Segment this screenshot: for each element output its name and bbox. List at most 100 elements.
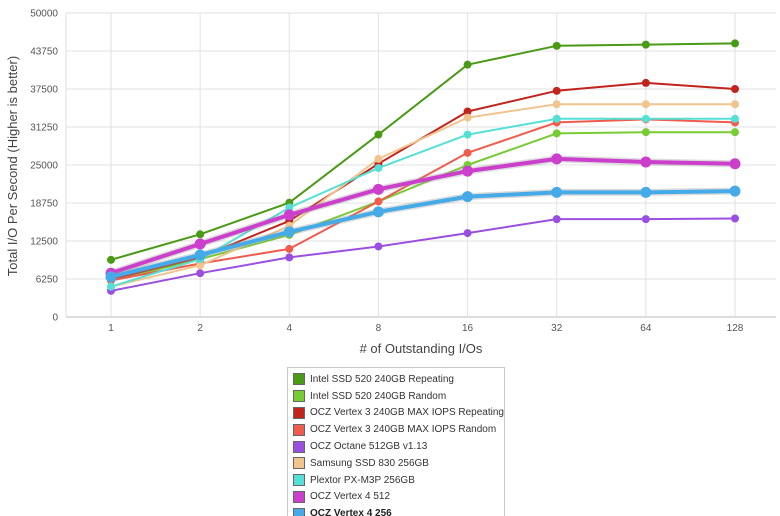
data-point[interactable] bbox=[463, 148, 472, 157]
data-point[interactable] bbox=[731, 100, 739, 109]
y-tick-label: 6250 bbox=[36, 275, 59, 286]
legend-label: Intel SSD 520 240GB Random bbox=[310, 390, 447, 402]
legend-label: OCZ Vertex 3 240GB MAX IOPS Repeating bbox=[310, 407, 504, 419]
data-point[interactable] bbox=[641, 78, 650, 87]
data-point[interactable] bbox=[731, 39, 739, 48]
series-line bbox=[110, 189, 736, 279]
x-axis-tick-labels: 1 2 4 8 16 32 64 128 bbox=[108, 323, 744, 334]
data-point[interactable] bbox=[640, 186, 652, 198]
legend-swatch bbox=[293, 507, 305, 516]
line-chart: 0 6250 12500 18750 25000 31250 37500 43750 50000… bbox=[5, 9, 776, 356]
data-point[interactable] bbox=[551, 153, 563, 165]
legend-swatch bbox=[293, 457, 305, 470]
data-point[interactable] bbox=[463, 113, 472, 122]
data-point[interactable] bbox=[285, 203, 294, 212]
legend-label: OCZ Vertex 4 512 bbox=[310, 491, 391, 503]
series-line bbox=[110, 156, 736, 276]
data-point[interactable] bbox=[374, 197, 383, 206]
data-point[interactable] bbox=[640, 156, 652, 168]
data-point[interactable] bbox=[731, 214, 739, 223]
data-point[interactable] bbox=[372, 206, 384, 218]
chart-series bbox=[105, 39, 741, 295]
series-7[interactable] bbox=[105, 153, 741, 279]
legend-swatch bbox=[293, 490, 305, 503]
data-point[interactable] bbox=[107, 255, 115, 264]
data-point[interactable] bbox=[641, 128, 650, 137]
x-tick-label: 32 bbox=[551, 323, 563, 334]
legend-item[interactable]: OCZ Vertex 4 256 bbox=[291, 505, 504, 516]
data-point[interactable] bbox=[194, 238, 206, 250]
data-point[interactable] bbox=[374, 164, 383, 173]
data-point[interactable] bbox=[641, 114, 650, 123]
series-0[interactable] bbox=[107, 39, 739, 264]
legend-item[interactable]: OCZ Vertex 4 512 bbox=[291, 489, 504, 506]
y-tick-label: 12500 bbox=[30, 237, 58, 248]
data-point[interactable] bbox=[463, 60, 472, 69]
data-point[interactable] bbox=[641, 40, 650, 49]
data-point[interactable] bbox=[641, 215, 650, 224]
series-line bbox=[110, 42, 736, 261]
data-point[interactable] bbox=[731, 128, 739, 137]
y-tick-label: 37500 bbox=[30, 85, 58, 96]
series-line bbox=[110, 131, 735, 282]
data-point[interactable] bbox=[552, 114, 561, 123]
x-tick-label: 8 bbox=[376, 323, 382, 334]
legend-label: Intel SSD 520 240GB Repeating bbox=[310, 373, 454, 385]
data-point[interactable] bbox=[552, 86, 561, 95]
legend-swatch bbox=[293, 406, 305, 419]
data-point[interactable] bbox=[196, 261, 205, 270]
legend-item[interactable]: Plextor PX-M3P 256GB bbox=[291, 472, 504, 489]
legend-swatch bbox=[293, 474, 305, 487]
y-tick-label: 18750 bbox=[30, 199, 58, 210]
legend-swatch bbox=[293, 373, 305, 386]
x-tick-label: 1 bbox=[108, 323, 114, 334]
data-point[interactable] bbox=[374, 242, 383, 251]
data-point[interactable] bbox=[285, 253, 294, 262]
legend-item[interactable]: Samsung SSD 830 256GB bbox=[291, 455, 504, 472]
legend-item[interactable]: Intel SSD 520 240GB Repeating bbox=[291, 371, 504, 388]
legend-item[interactable]: OCZ Vertex 3 240GB MAX IOPS Random bbox=[291, 421, 504, 438]
y-tick-label: 25000 bbox=[30, 161, 58, 172]
data-point[interactable] bbox=[374, 130, 383, 139]
data-point[interactable] bbox=[731, 85, 739, 93]
data-point[interactable] bbox=[105, 271, 117, 283]
series-line bbox=[110, 217, 736, 292]
data-point[interactable] bbox=[462, 165, 474, 177]
series-8[interactable] bbox=[105, 185, 741, 283]
data-point[interactable] bbox=[194, 249, 206, 261]
legend-item[interactable]: OCZ Vertex 3 240GB MAX IOPS Repeating bbox=[291, 405, 504, 422]
data-point[interactable] bbox=[552, 100, 561, 109]
x-tick-label: 16 bbox=[462, 323, 474, 334]
data-point[interactable] bbox=[283, 226, 295, 238]
data-point[interactable] bbox=[283, 209, 295, 221]
data-point[interactable] bbox=[107, 282, 115, 291]
data-point[interactable] bbox=[551, 186, 563, 198]
data-point[interactable] bbox=[463, 229, 472, 238]
data-point[interactable] bbox=[374, 154, 383, 163]
data-point[interactable] bbox=[196, 269, 205, 278]
data-point[interactable] bbox=[552, 41, 561, 50]
legend-item[interactable]: Intel SSD 520 240GB Random bbox=[291, 388, 504, 405]
data-point[interactable] bbox=[372, 183, 384, 195]
legend-swatch bbox=[293, 440, 305, 453]
y-tick-label: 43750 bbox=[30, 47, 58, 58]
data-point[interactable] bbox=[463, 107, 472, 116]
data-point[interactable] bbox=[731, 114, 739, 123]
data-point[interactable] bbox=[729, 158, 741, 170]
data-point[interactable] bbox=[285, 244, 294, 253]
legend-label: OCZ Vertex 3 240GB MAX IOPS Random bbox=[310, 424, 497, 436]
legend-item[interactable]: OCZ Octane 512GB v1.13 bbox=[291, 438, 504, 455]
chart-legend: Intel SSD 520 240GB Repeating Intel SSD 5… bbox=[287, 367, 505, 516]
data-point[interactable] bbox=[463, 130, 472, 139]
data-point[interactable] bbox=[462, 191, 474, 203]
x-tick-label: 2 bbox=[197, 323, 203, 334]
x-axis-title: # of Outstanding I/Os bbox=[360, 341, 483, 356]
data-point[interactable] bbox=[552, 129, 561, 138]
legend-swatch bbox=[293, 390, 305, 403]
data-point[interactable] bbox=[641, 100, 650, 109]
data-point[interactable] bbox=[196, 230, 205, 239]
y-tick-label: 50000 bbox=[30, 9, 58, 20]
data-point[interactable] bbox=[729, 185, 741, 197]
legend-swatch bbox=[293, 423, 305, 436]
data-point[interactable] bbox=[552, 215, 561, 224]
